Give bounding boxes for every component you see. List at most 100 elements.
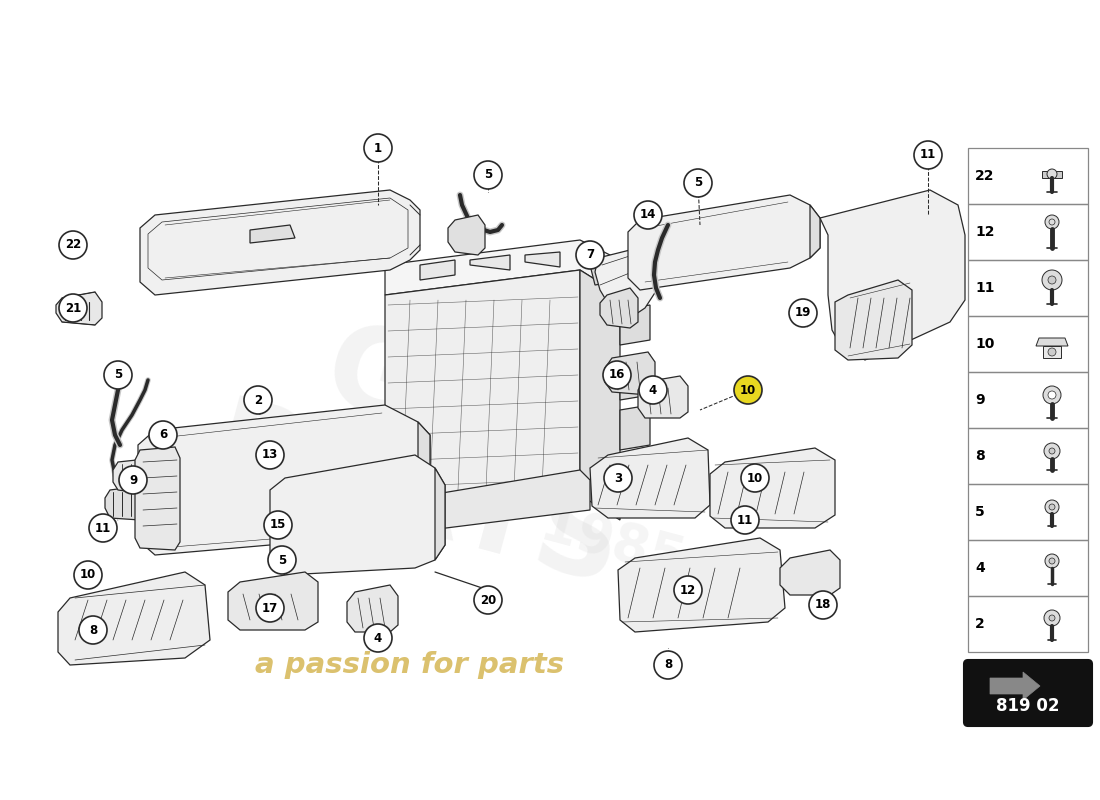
Text: 22: 22 — [65, 238, 81, 251]
Text: 12: 12 — [680, 583, 696, 597]
Polygon shape — [58, 572, 210, 665]
Polygon shape — [835, 280, 912, 360]
Polygon shape — [418, 422, 430, 525]
Circle shape — [789, 299, 817, 327]
Text: 1: 1 — [374, 142, 382, 154]
Text: 5: 5 — [114, 369, 122, 382]
Text: 20: 20 — [480, 594, 496, 606]
Bar — [968, 540, 1088, 596]
Text: 19: 19 — [795, 306, 811, 319]
Circle shape — [1048, 276, 1056, 284]
Polygon shape — [618, 538, 785, 632]
Polygon shape — [385, 240, 620, 295]
Text: 11: 11 — [737, 514, 754, 526]
Circle shape — [674, 576, 702, 604]
Bar — [968, 316, 1088, 372]
Text: 9: 9 — [975, 393, 984, 407]
Polygon shape — [580, 270, 620, 520]
Circle shape — [604, 464, 632, 492]
Text: 6: 6 — [158, 429, 167, 442]
Polygon shape — [628, 195, 820, 290]
Circle shape — [808, 591, 837, 619]
Circle shape — [1048, 391, 1056, 399]
Text: 10: 10 — [747, 471, 763, 485]
Polygon shape — [638, 376, 688, 418]
Circle shape — [741, 464, 769, 492]
Polygon shape — [385, 270, 580, 520]
Polygon shape — [228, 572, 318, 630]
Polygon shape — [620, 305, 650, 345]
Text: 819 02: 819 02 — [997, 697, 1059, 714]
Text: 11: 11 — [95, 522, 111, 534]
Circle shape — [1049, 615, 1055, 621]
Text: 10: 10 — [80, 569, 96, 582]
Bar — [968, 596, 1088, 652]
Text: 17: 17 — [262, 602, 278, 614]
Bar — [968, 428, 1088, 484]
Circle shape — [148, 421, 177, 449]
Text: 18: 18 — [815, 598, 832, 611]
Text: 4: 4 — [374, 631, 382, 645]
Circle shape — [364, 134, 392, 162]
Polygon shape — [620, 405, 650, 450]
Circle shape — [734, 376, 762, 404]
Circle shape — [104, 361, 132, 389]
Circle shape — [1049, 448, 1055, 454]
Polygon shape — [56, 292, 102, 325]
Circle shape — [732, 506, 759, 534]
Text: 10: 10 — [975, 337, 994, 351]
Text: 8: 8 — [664, 658, 672, 671]
Text: 5: 5 — [484, 169, 492, 182]
Polygon shape — [1036, 338, 1068, 346]
Bar — [968, 372, 1088, 428]
Text: 11: 11 — [975, 281, 994, 295]
Circle shape — [1049, 558, 1055, 564]
Circle shape — [474, 161, 502, 189]
Circle shape — [59, 231, 87, 259]
Circle shape — [1048, 348, 1056, 356]
Circle shape — [1044, 443, 1060, 459]
Polygon shape — [420, 470, 590, 530]
Circle shape — [634, 201, 662, 229]
Circle shape — [244, 386, 272, 414]
Circle shape — [1045, 554, 1059, 568]
Polygon shape — [434, 468, 446, 560]
Polygon shape — [104, 486, 145, 520]
Circle shape — [364, 624, 392, 652]
Bar — [968, 260, 1088, 316]
Circle shape — [268, 546, 296, 574]
Polygon shape — [420, 260, 455, 280]
Text: 15: 15 — [270, 518, 286, 531]
Polygon shape — [710, 448, 835, 528]
Polygon shape — [113, 458, 160, 495]
Polygon shape — [810, 205, 820, 258]
Polygon shape — [590, 438, 710, 518]
Circle shape — [1042, 270, 1062, 290]
Circle shape — [1045, 500, 1059, 514]
Circle shape — [256, 441, 284, 469]
Bar — [968, 148, 1088, 204]
Circle shape — [1044, 610, 1060, 626]
Polygon shape — [1042, 171, 1062, 178]
Polygon shape — [620, 355, 650, 400]
Circle shape — [1047, 169, 1057, 179]
Circle shape — [474, 586, 502, 614]
Text: a passion for parts: a passion for parts — [255, 651, 564, 679]
Text: 7: 7 — [586, 249, 594, 262]
Polygon shape — [138, 405, 430, 555]
Polygon shape — [990, 672, 1040, 700]
Circle shape — [59, 294, 87, 322]
Text: 4: 4 — [649, 383, 657, 397]
Circle shape — [89, 514, 117, 542]
Circle shape — [79, 616, 107, 644]
Polygon shape — [780, 550, 840, 595]
Polygon shape — [135, 447, 180, 550]
Polygon shape — [595, 228, 750, 318]
Text: since
1985: since 1985 — [531, 441, 708, 589]
Polygon shape — [346, 585, 398, 632]
Polygon shape — [470, 255, 510, 270]
Polygon shape — [140, 190, 420, 295]
Polygon shape — [820, 190, 965, 360]
Polygon shape — [448, 215, 485, 255]
Polygon shape — [590, 260, 625, 285]
